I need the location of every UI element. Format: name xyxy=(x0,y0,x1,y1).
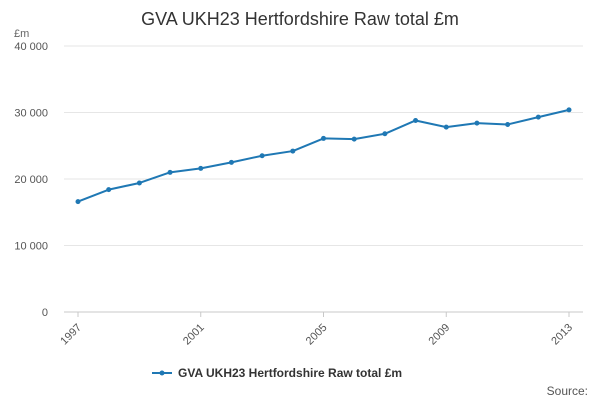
data-point[interactable] xyxy=(474,120,480,126)
y-tick-label: 20 000 xyxy=(14,174,48,186)
y-unit-label: £m xyxy=(14,28,29,40)
source-label: Source: xyxy=(547,384,588,398)
data-point[interactable] xyxy=(106,187,112,193)
chart-title: GVA UKH23 Hertfordshire Raw total £m xyxy=(141,9,459,29)
y-tick-label: 0 xyxy=(42,307,48,319)
y-tick-label: 40 000 xyxy=(14,41,48,53)
data-point[interactable] xyxy=(198,165,204,171)
data-point[interactable] xyxy=(443,124,449,130)
data-point[interactable] xyxy=(413,117,419,123)
data-point[interactable] xyxy=(228,159,234,165)
legend-entry-label: GVA UKH23 Hertfordshire Raw total £m xyxy=(178,366,402,380)
data-point[interactable] xyxy=(535,114,541,120)
data-point[interactable] xyxy=(382,131,388,137)
x-axis-ticks: 1997 2001 2005 2009 2013 xyxy=(58,312,575,347)
data-point[interactable] xyxy=(75,199,81,205)
x-tick-label: 2001 xyxy=(181,322,207,348)
series-line xyxy=(77,108,570,203)
data-point[interactable] xyxy=(290,148,296,154)
y-tick-label: 30 000 xyxy=(14,108,48,120)
y-axis-ticks: 0 10 000 20 000 30 000 40 000 xyxy=(14,41,48,319)
x-tick-label: 2005 xyxy=(304,322,330,348)
series-layer xyxy=(75,107,572,205)
data-point[interactable] xyxy=(321,135,326,141)
legend-marker xyxy=(159,370,165,376)
data-point[interactable] xyxy=(351,136,357,142)
x-tick-label: 2009 xyxy=(427,322,453,348)
x-tick-label: 1997 xyxy=(58,322,84,348)
data-point[interactable] xyxy=(259,153,265,159)
data-point[interactable] xyxy=(505,121,511,127)
data-point[interactable] xyxy=(136,180,142,186)
x-tick-label: 2013 xyxy=(549,322,575,348)
grid-lines xyxy=(64,45,583,313)
data-point[interactable] xyxy=(167,169,173,175)
y-tick-label: 10 000 xyxy=(14,241,48,253)
legend[interactable]: GVA UKH23 Hertfordshire Raw total £m xyxy=(152,366,402,380)
data-point[interactable] xyxy=(566,107,572,113)
